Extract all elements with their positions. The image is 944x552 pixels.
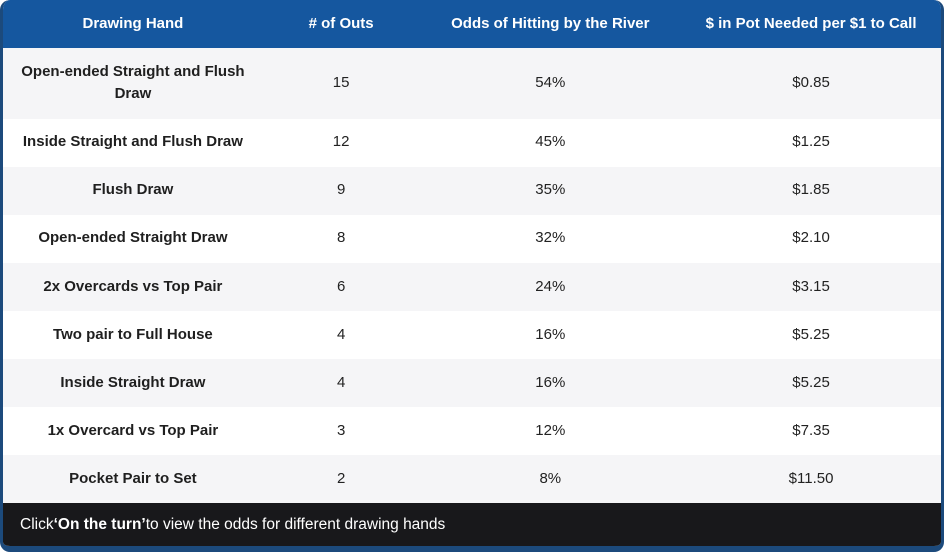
cell-odds-by-river: 12% [535, 421, 566, 439]
cell-pot-needed: $5.25 [792, 373, 830, 391]
cell-drawing-hand: Inside Straight and Flush Draw [22, 133, 243, 151]
cell-number-of-outs: 9 [336, 181, 346, 199]
cell-pot-needed: $1.85 [792, 181, 830, 199]
cell-drawing-hand: 1x Overcard vs Top Pair [47, 421, 219, 439]
cell-odds-by-river: 54% [535, 74, 566, 92]
cell-pot-needed: $3.15 [792, 277, 830, 295]
cell-number-of-outs: 4 [336, 373, 346, 391]
cell-drawing-hand: Open-ended Straight Draw [38, 229, 228, 247]
cell-odds-by-river: 8% [539, 469, 562, 487]
cell-number-of-outs: 6 [336, 277, 346, 295]
table-row: 2x Overcards vs Top Pair 6 24% $3.15 [3, 262, 941, 311]
table-header-row: Drawing Hand # of Outs Odds of Hitting b… [3, 0, 941, 48]
table-row: Inside Straight and Flush Draw 12 45% $1… [3, 118, 941, 167]
cell-pot-needed: $2.10 [792, 229, 830, 247]
cell-pot-needed: $1.25 [792, 133, 830, 151]
table-body: Open-ended Straight and Flush Draw 15 54… [3, 48, 941, 504]
cell-drawing-hand: Inside Straight Draw [60, 373, 206, 391]
cell-odds-by-river: 16% [535, 373, 566, 391]
cell-number-of-outs: 15 [332, 74, 350, 92]
footer-text-suffix: to view the odds for different drawing h… [145, 515, 446, 533]
footer-instruction-bar: Click ‘On the turn’ to view the odds for… [3, 503, 941, 546]
cell-pot-needed: $5.25 [792, 325, 830, 343]
cell-pot-needed: $11.50 [788, 469, 834, 487]
cell-number-of-outs: 12 [332, 133, 350, 151]
table-row: Open-ended Straight and Flush Draw 15 54… [3, 48, 941, 119]
table-row: Inside Straight Draw 4 16% $5.25 [3, 358, 941, 407]
cell-drawing-hand: Flush Draw [92, 181, 174, 199]
header-odds-by-river: Odds of Hitting by the River [451, 14, 650, 32]
cell-drawing-hand: Two pair to Full House [53, 325, 213, 343]
table-row: Flush Draw 9 35% $1.85 [3, 166, 941, 215]
cell-odds-by-river: 35% [535, 181, 566, 199]
cell-pot-needed: $0.85 [792, 74, 830, 92]
cell-drawing-hand: 2x Overcards vs Top Pair [43, 277, 223, 295]
table-row: Open-ended Straight Draw 8 32% $2.10 [3, 214, 941, 263]
table-row: Two pair to Full House 4 16% $5.25 [3, 310, 941, 359]
cell-number-of-outs: 3 [336, 421, 346, 439]
cell-drawing-hand: Pocket Pair to Set [69, 469, 197, 487]
cell-odds-by-river: 32% [535, 229, 566, 247]
table-row: 1x Overcard vs Top Pair 3 12% $7.35 [3, 406, 941, 455]
cell-number-of-outs: 4 [336, 325, 346, 343]
cell-odds-by-river: 45% [535, 133, 566, 151]
header-pot-needed: $ in Pot Needed per $1 to Call [705, 14, 917, 32]
header-number-of-outs: # of Outs [308, 14, 374, 32]
on-the-turn-link[interactable]: ‘On the turn’ [53, 515, 146, 533]
cell-pot-needed: $7.35 [792, 421, 830, 439]
cell-number-of-outs: 8 [336, 229, 346, 247]
cell-odds-by-river: 16% [535, 325, 566, 343]
header-drawing-hand: Drawing Hand [82, 14, 184, 32]
cell-number-of-outs: 2 [336, 469, 346, 487]
cell-odds-by-river: 24% [535, 277, 566, 295]
footer-text-prefix: Click [20, 515, 54, 533]
cell-drawing-hand: Open-ended Straight and Flush Draw [21, 62, 245, 103]
table-row: Pocket Pair to Set 2 8% $11.50 [3, 455, 941, 504]
